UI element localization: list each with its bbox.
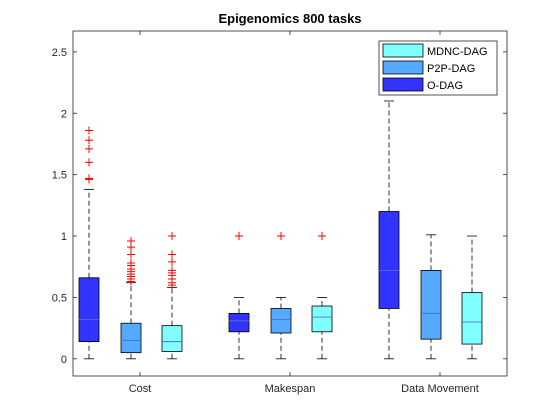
legend-label: O-DAG [427,80,463,92]
outlier-marker [85,126,93,135]
outlier-marker [85,136,93,145]
box-body [161,325,183,352]
box-makespan-mdnc-dag [311,232,333,360]
legend: MDNC-DAG P2P-DAG O-DAG [378,40,498,96]
outlier-marker [85,174,93,183]
y-tick-label: 1 [61,231,67,243]
box-cost-o-dag [78,126,100,360]
y-tick-label: 2 [61,108,67,120]
legend-swatch [382,77,424,92]
legend-swatch [382,60,424,75]
outlier-marker [277,232,285,241]
outlier-marker [318,232,326,241]
box-body [78,277,100,343]
outlier-marker [127,259,135,268]
x-tick-label: Cost [129,383,152,395]
box-body [461,292,483,345]
outlier-marker [85,158,93,167]
outlier-marker [127,236,135,245]
x-tick-label: Data Movement [401,383,479,395]
outlier-marker [168,232,176,241]
box-body [270,308,292,334]
box-cost-mdnc-dag [161,232,183,360]
x-tick-label: Makespan [265,383,316,395]
y-tick-label: 0 [61,354,67,366]
box-body [311,305,333,333]
chart-title: Epigenomics 800 tasks [218,11,361,26]
box-makespan-p2p-dag [270,232,292,360]
axes: 0 0.5 1 1.5 2 2.5 Cost Makespan Data Movement [52,31,507,395]
box-body [378,211,400,309]
box-body [228,312,250,333]
legend-label: MDNC-DAG [427,46,488,58]
outlier-marker [127,250,135,259]
box-data-movement-o-dag [378,100,400,360]
legend-label: P2P-DAG [427,63,475,75]
outlier-marker [85,144,93,153]
box-body [420,270,442,340]
outlier-marker [235,232,243,241]
box-group [78,100,483,360]
outlier-marker [168,266,176,275]
box-data-movement-p2p-dag [420,234,442,360]
y-tick-label: 2.5 [52,47,67,59]
y-tick-label: 1.5 [52,170,67,182]
outlier-marker [168,250,176,259]
legend-swatch [382,43,424,58]
box-cost-p2p-dag [120,236,142,360]
y-tick-label: 0.5 [52,292,67,304]
box-makespan-o-dag [228,232,250,360]
outlier-marker [168,257,176,266]
box-body [120,322,142,354]
box-data-movement-mdnc-dag [461,235,483,360]
